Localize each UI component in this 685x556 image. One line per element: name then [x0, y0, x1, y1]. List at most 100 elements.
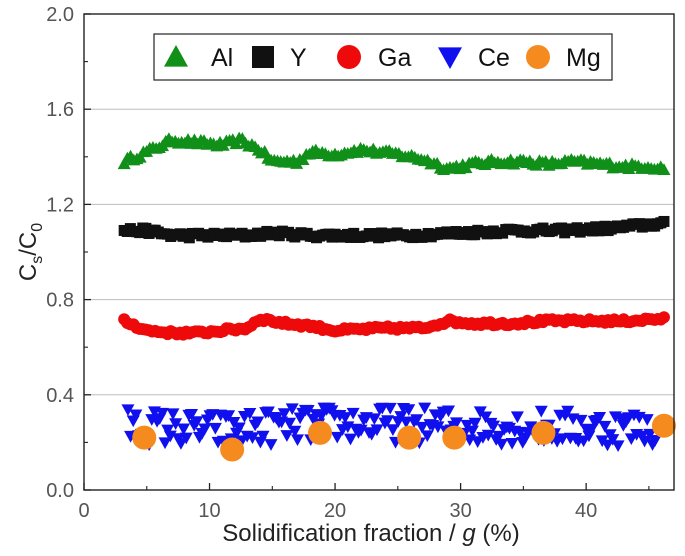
- point-ce: [264, 439, 278, 451]
- y-tick-label: 0.4: [46, 385, 74, 407]
- series-ce: [121, 402, 662, 453]
- point-ce: [161, 424, 175, 437]
- legend-item-ce: Ce: [438, 44, 510, 72]
- axis-ticks: [83, 13, 650, 491]
- point-ce: [534, 405, 548, 418]
- series-ga: [118, 311, 670, 341]
- tick-labels: 0 10 20 30 40 0.0 0.4 0.8 1.2 1.6 2.0: [46, 4, 597, 522]
- point-ce: [174, 438, 188, 450]
- legend-label: Al: [211, 44, 233, 72]
- point-ce: [190, 416, 204, 428]
- point-ce: [648, 435, 662, 447]
- point-ce: [179, 432, 193, 445]
- point-ce: [277, 408, 291, 420]
- legend-marker: [164, 45, 188, 67]
- x-axis-title: Solidification fraction / g (%): [222, 520, 519, 547]
- point-ce: [481, 429, 495, 442]
- point-ce: [301, 405, 315, 417]
- point-ce: [402, 404, 416, 416]
- point-ce: [585, 423, 599, 436]
- point-ce: [280, 430, 294, 442]
- legend-item-ga: Ga: [337, 44, 411, 72]
- point-ce: [166, 408, 180, 421]
- point-ce: [367, 413, 381, 426]
- legend-item-al: Al: [164, 44, 233, 72]
- point-ce: [510, 411, 524, 424]
- point-ce: [158, 437, 172, 450]
- point-ce: [555, 433, 569, 446]
- x-tick-label: 30: [449, 500, 471, 522]
- point-mg: [531, 420, 556, 445]
- point-ce: [598, 420, 612, 433]
- point-ce: [283, 417, 297, 430]
- point-ce: [415, 421, 429, 434]
- point-ce: [420, 430, 434, 443]
- point-ce: [614, 413, 628, 425]
- point-ce: [386, 424, 400, 436]
- point-ce: [185, 408, 199, 421]
- legend-marker: [337, 45, 361, 69]
- legend-item-mg: Mg: [526, 44, 601, 72]
- x-tick-label: 0: [78, 500, 89, 522]
- point-ce: [643, 428, 657, 441]
- point-ce: [290, 434, 304, 447]
- point-ce: [245, 432, 259, 444]
- point-ce: [346, 407, 360, 420]
- data-points: [117, 131, 676, 462]
- point-ce: [370, 424, 384, 437]
- x-tick-label: 40: [575, 500, 597, 522]
- point-ce: [243, 408, 257, 420]
- series-al: [117, 131, 671, 175]
- point-ce: [487, 420, 501, 433]
- point-ce: [155, 407, 169, 420]
- x-tick-label: 20: [324, 500, 346, 522]
- point-ce: [638, 435, 652, 448]
- point-ce: [495, 438, 509, 451]
- legend-label: Ce: [478, 44, 510, 72]
- legend-marker: [252, 46, 274, 68]
- series-mg: [132, 413, 676, 462]
- point-ce: [222, 410, 236, 422]
- y-tick-label: 0.0: [46, 480, 74, 502]
- point-y: [658, 215, 670, 227]
- point-mg: [308, 420, 332, 445]
- grid-lines: [84, 108, 674, 396]
- point-ce: [338, 412, 352, 424]
- point-ce: [232, 422, 246, 435]
- legend-marker: [438, 47, 462, 69]
- point-ce: [442, 405, 456, 418]
- point-ce: [410, 414, 424, 427]
- series-y: [118, 215, 670, 244]
- point-ce: [208, 422, 222, 435]
- legend-label: Ga: [378, 44, 411, 72]
- point-ce: [285, 403, 299, 416]
- point-ga: [657, 311, 670, 324]
- point-ce: [383, 402, 397, 415]
- point-ce: [418, 402, 432, 415]
- point-ce: [288, 425, 302, 438]
- y-tick-label: 1.2: [46, 194, 74, 216]
- point-mg: [220, 437, 245, 462]
- point-ce: [121, 404, 135, 417]
- legend-label: Y: [290, 44, 307, 72]
- legend-marker: [526, 45, 550, 69]
- point-ce: [169, 418, 183, 431]
- point-ce: [314, 410, 328, 423]
- legend-item-y: Y: [252, 44, 307, 72]
- point-ce: [343, 433, 357, 446]
- y-axis-title: Cs/C0: [15, 223, 46, 281]
- y-tick-label: 2.0: [46, 4, 74, 26]
- point-ce: [198, 423, 212, 436]
- point-ce: [505, 437, 519, 450]
- point-ce: [600, 439, 614, 452]
- point-ce: [574, 414, 588, 427]
- point-ce: [479, 411, 493, 424]
- point-ce: [492, 430, 506, 443]
- point-ce: [251, 416, 265, 429]
- point-ce: [256, 430, 270, 443]
- point-ce: [129, 409, 143, 422]
- point-ce: [431, 421, 445, 434]
- point-ce: [381, 415, 395, 427]
- point-ce: [606, 434, 620, 446]
